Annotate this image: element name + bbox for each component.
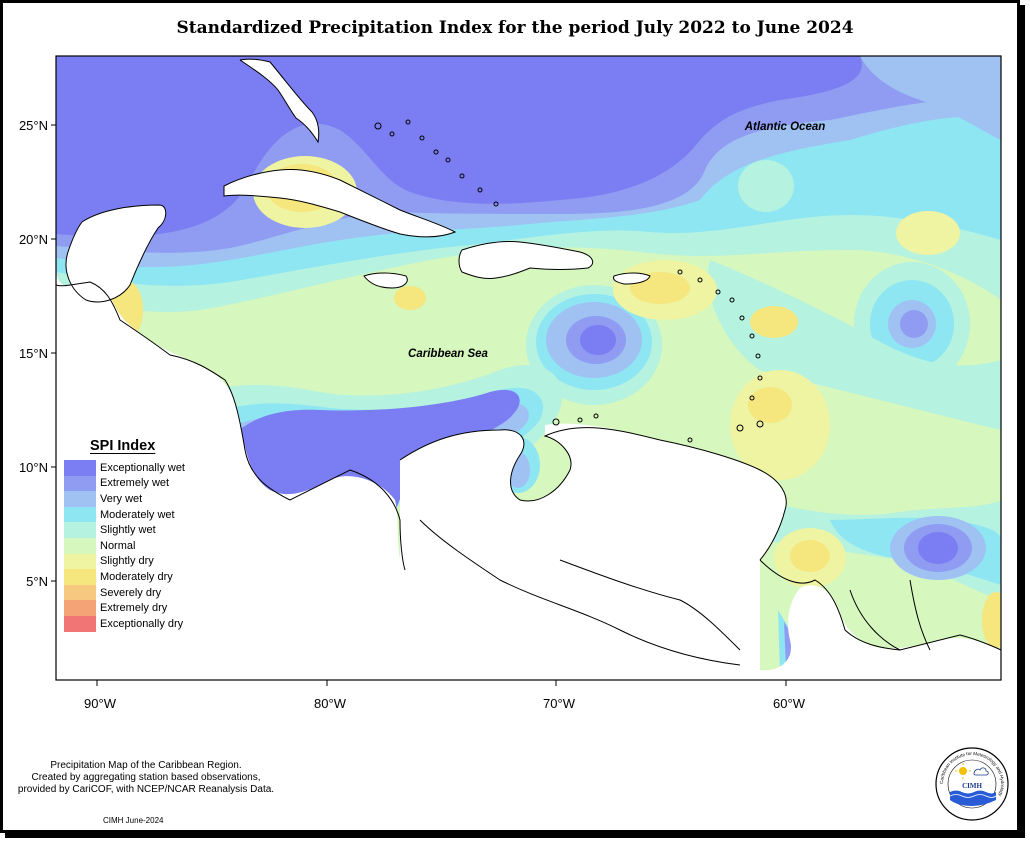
footer-date: CIMH June-2024 <box>103 816 164 825</box>
legend-swatch <box>64 584 96 601</box>
legend-items: Exceptionally wet Extremely wet Very wet… <box>64 460 234 632</box>
plot-frame <box>55 55 1002 681</box>
cloud-icon <box>973 767 989 776</box>
logo-text: CIMH <box>962 782 982 790</box>
legend-item: Very wet <box>64 491 234 507</box>
legend-swatch <box>64 553 96 570</box>
legend-label: Normal <box>100 539 136 552</box>
label-atlantic-ocean: Atlantic Ocean <box>744 121 826 133</box>
legend-label: Moderately wet <box>100 508 175 521</box>
legend-label: Exceptionally dry <box>100 617 184 630</box>
footer-line-3: provided by CariCOF, with NCEP/NCAR Rean… <box>17 784 275 795</box>
map-footer: Precipitation Map of the Caribbean Regio… <box>6 760 286 796</box>
sun-icon <box>959 767 967 775</box>
legend-item: Exceptionally dry <box>64 615 234 632</box>
legend-swatch <box>64 460 96 476</box>
legend-title: SPI Index <box>90 438 156 454</box>
axis-ticks <box>51 124 787 686</box>
lat-tick-10: 10°N <box>19 460 48 475</box>
legend-item: Extremely dry <box>64 600 234 616</box>
small-islands <box>374 119 764 443</box>
legend-swatch <box>64 600 96 616</box>
map-title: Standardized Precipitation Index for the… <box>176 18 854 38</box>
legend-swatch <box>64 537 96 554</box>
legend-item: Slightly dry <box>64 553 234 570</box>
lon-tick-70: 70°W <box>543 696 576 711</box>
legend-item: Normal <box>64 537 234 554</box>
sun-rays-icon <box>955 763 971 779</box>
lon-tick-60: 60°W <box>773 696 806 711</box>
legend-swatch <box>64 615 96 632</box>
cimh-logo: Caribbean Institute for Meteorology and … <box>935 747 1009 821</box>
legend-item: Exceptionally wet <box>64 460 234 476</box>
legend-label: Exceptionally wet <box>100 461 185 474</box>
legend-label: Extremely dry <box>100 602 168 615</box>
waves-icon <box>950 790 996 806</box>
lat-tick-25: 25°N <box>19 118 48 133</box>
legend-label: Very wet <box>100 492 143 505</box>
footer-line-1: Precipitation Map of the Caribbean Regio… <box>50 760 242 771</box>
legend-label: Slightly dry <box>100 555 154 568</box>
legend-label: Slightly wet <box>100 524 156 537</box>
coastlines <box>56 58 1001 666</box>
lon-tick-80: 80°W <box>314 696 347 711</box>
lat-tick-20: 20°N <box>19 232 48 247</box>
legend-item: Extremely wet <box>64 475 234 492</box>
legend-swatch <box>64 491 96 507</box>
legend-swatch <box>64 475 96 492</box>
legend-swatch <box>64 506 96 523</box>
legend-label: Moderately dry <box>100 570 173 583</box>
lat-tick-15: 15°N <box>19 346 48 361</box>
lat-tick-5: 5°N <box>26 574 48 589</box>
spi-legend: SPI Index Exceptionally wet Extremely we… <box>64 438 234 632</box>
label-caribbean-sea: Caribbean Sea <box>408 348 488 360</box>
legend-label: Severely dry <box>100 586 162 599</box>
legend-item: Moderately dry <box>64 569 234 585</box>
legend-item: Slightly wet <box>64 522 234 538</box>
legend-item: Severely dry <box>64 584 234 601</box>
legend-label: Extremely wet <box>100 477 170 490</box>
legend-item: Moderately wet <box>64 506 234 523</box>
lon-tick-90: 90°W <box>84 696 117 711</box>
legend-swatch <box>64 569 96 585</box>
legend-swatch <box>64 522 96 538</box>
footer-line-2: Created by aggregating station based obs… <box>31 772 261 783</box>
